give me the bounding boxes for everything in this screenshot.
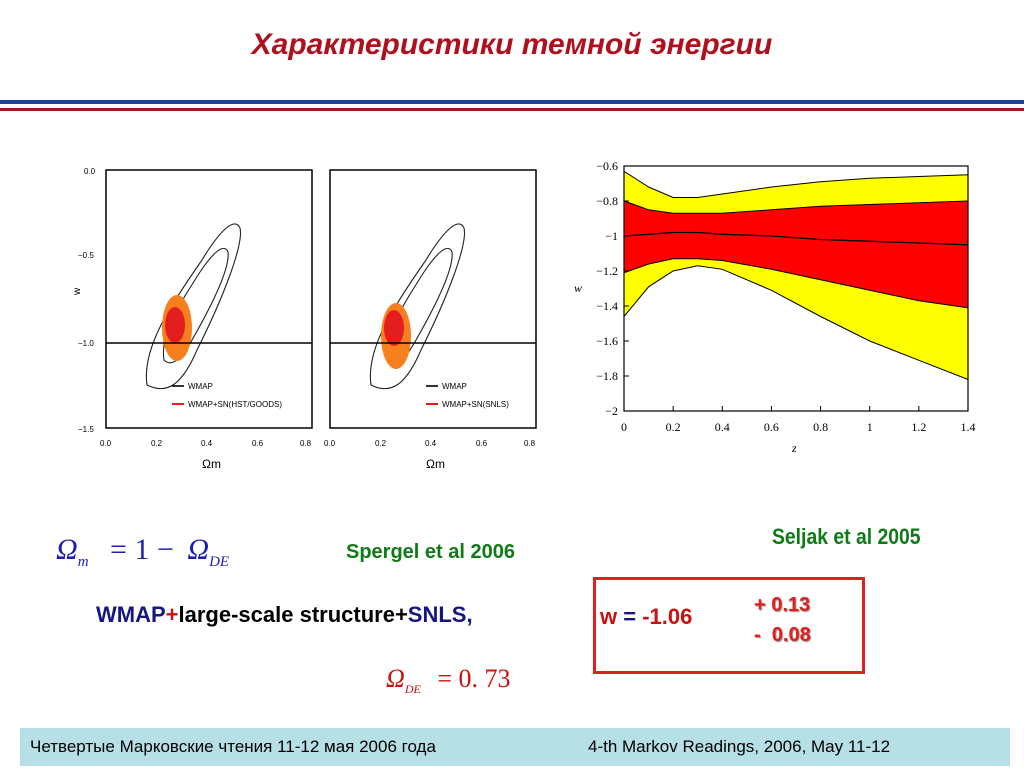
wmap-outer-contour [145,223,242,390]
x-tick-label: 0.4 [715,420,730,434]
footer-left-text: Четвертые Марковские чтения 11-12 мая 20… [30,737,436,756]
y-tick-label: −1.4 [596,299,618,313]
x-tick-label: 1.2 [911,420,926,434]
x-axis-label: Ωm [426,457,445,471]
omega-symbol: Ω [386,664,405,693]
contour-panel-right: 0.0 0.2 0.4 0.6 0.8 Ωm WMAP WMAP+SN(SNLS… [318,160,548,480]
x-tick-label: 1.4 [961,420,976,434]
y-tick-label: −1.0 [78,339,94,348]
best-fit-line [623,231,969,246]
y-axis-label: w [72,287,83,296]
x-tick-label: 0.2 [151,439,163,448]
legend-label: WMAP [442,382,467,391]
wmap-label: WMAP [96,602,166,627]
x-tick-label: 0.0 [100,439,112,448]
footer-right-text: 4-th Markov Readings, 2006, May 11-12 [588,737,891,756]
w-result-box [593,577,865,674]
x-tick-label: 0.0 [324,439,336,448]
y-tick-label: −2 [605,404,618,418]
contour-plot-snls: 0.0 0.2 0.4 0.6 0.8 Ωm WMAP WMAP+SN(SNLS… [324,169,537,471]
legend-label: WMAP+SN(HST/GOODS) [188,400,282,409]
wz-chart-panel: 0 0.2 0.4 0.6 0.8 1 1.2 1.4 −0.6 −0.8 −1 −1.2 −1.4 −1… [566,152,986,462]
omega-subscript: DE [404,682,421,697]
x-axis-label: z [791,441,797,455]
x-tick-label: 0.6 [252,439,264,448]
y-tick-label: −1.2 [596,264,618,278]
y-tick-label: −1.6 [596,334,618,348]
w-value: -1.06 [642,604,693,629]
x-tick-label: 0.6 [476,439,488,448]
header-rule-blue [0,100,1024,104]
y-tick-label: −0.8 [596,194,618,208]
x-tick-label: 0.8 [524,439,536,448]
legend-label: WMAP [188,382,213,391]
wmap-outer-contour [369,223,466,390]
omega-de-value: = 0. 73 [437,664,511,693]
plot-frame [623,165,969,412]
x-tick-label: 0.4 [201,439,213,448]
footer-bar: Четвертые Марковские чтения 11-12 мая 20… [20,728,1010,766]
y-tick-label: −1 [605,229,618,243]
plot-frame [105,169,313,429]
x-tick-label: 0.8 [813,420,828,434]
plus-sign: + [165,602,179,627]
sn-inner-contour [165,307,185,343]
citation-spergel: Spergel et al 2006 [346,541,515,563]
y-tick-label: −1.8 [596,369,618,383]
contour-panel-left: w 0.0 −0.5 −1.0 −1.5 0.0 0.2 0.4 0.6 0.8… [72,160,318,480]
x-tick-label: 0.8 [300,439,312,448]
x-tick-label: 0.4 [425,439,437,448]
w-equals: = [617,604,643,629]
omega-de-equation: ΩDE = 0. 73 [386,664,510,697]
x-tick-label: 1 [867,420,873,434]
y-tick-label: 0.0 [84,167,96,176]
x-axis-label: Ωm [202,457,221,471]
sn-inner-contour [384,310,404,346]
w-value-row: w = -1.06 [600,604,692,630]
result-line: WMAP+large-scale structure+SNLS, [96,602,473,628]
header-rule-red [0,108,1024,111]
omega-subscript: m [77,554,89,570]
plot-frame [329,169,537,429]
equation-rhs: = 1 − [110,533,174,566]
snls-label: SNLS, [407,602,473,627]
y-axis-label: w [574,281,582,295]
y-tick-label: −0.5 [78,251,94,260]
error-plus: + 0.13 [754,594,811,616]
x-tick-label: 0 [621,420,627,434]
lss-label: large-scale structure+ [178,602,408,627]
omega-symbol: Ω [187,533,210,566]
omega-m-equation: Ωm = 1 − ΩDE [56,533,229,571]
wz-band-chart: 0 0.2 0.4 0.6 0.8 1 1.2 1.4 −0.6 −0.8 −1 −1.2 −1.4 −1… [574,159,976,455]
contour-plot-hst: w 0.0 −0.5 −1.0 −1.5 0.0 0.2 0.4 0.6 0.8… [72,167,313,471]
legend-label: WMAP+SN(SNLS) [442,400,509,409]
x-tick-label: 0.2 [666,420,681,434]
y-tick-label: −0.6 [596,159,618,173]
x-tick-label: 0.6 [764,420,779,434]
y-tick-label: −1.5 [78,425,94,434]
omega-symbol: Ω [56,533,78,566]
x-tick-label: 0.2 [375,439,387,448]
omega-subscript: DE [209,554,230,570]
error-minus: - 0.08 [754,624,811,646]
citation-seljak: Seljak et al 2005 [772,524,921,549]
slide-title: Характеристики темной энергии [251,28,773,61]
w-symbol: w [600,604,618,629]
